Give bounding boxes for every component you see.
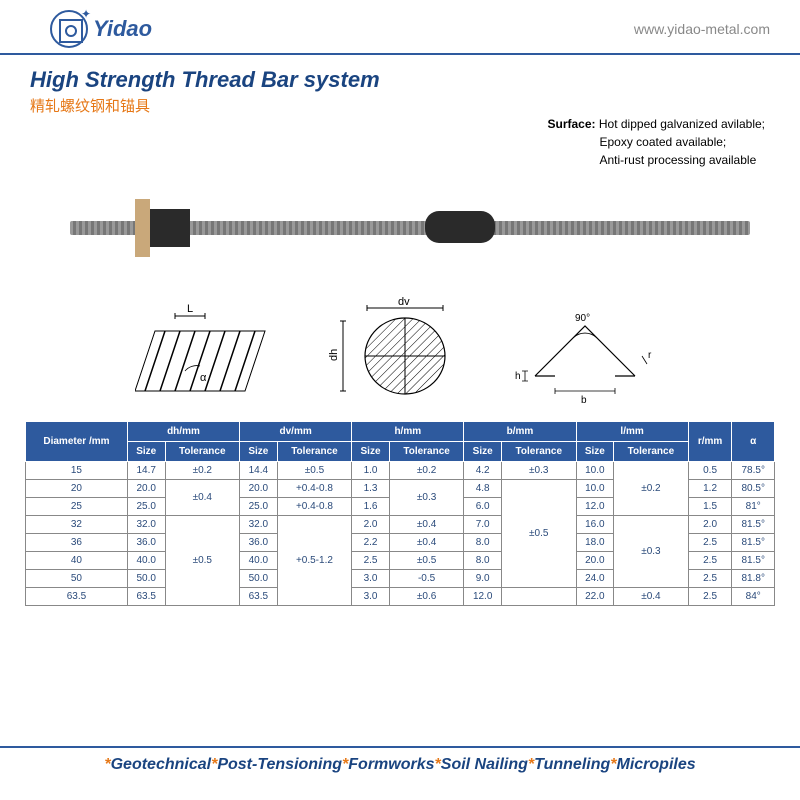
- th-h: h/mm: [352, 422, 464, 442]
- footer-item: Formworks: [348, 756, 434, 773]
- table-row: 15 14.7±0.2 14.4±0.5 1.0±0.2 4.2±0.3 10.…: [26, 462, 775, 480]
- th-r: r/mm: [688, 422, 732, 462]
- th-alpha: α: [732, 422, 775, 462]
- svg-text:90°: 90°: [575, 313, 590, 324]
- title-chinese: 精轧螺纹钢和锚具: [30, 95, 770, 116]
- svg-text:dv: dv: [398, 296, 410, 308]
- th-sub: Size: [464, 442, 502, 462]
- th-sub: Size: [576, 442, 614, 462]
- th-sub: Tolerance: [165, 442, 240, 462]
- th-sub: Tolerance: [501, 442, 576, 462]
- footer: *Geotechnical*Post-Tensioning*Formworks*…: [0, 746, 800, 782]
- footer-item: Soil Nailing: [441, 756, 528, 773]
- surface-line-0: Hot dipped galvanized avilable;: [599, 117, 765, 131]
- footer-item: Micropiles: [617, 756, 696, 773]
- th-sub: Size: [127, 442, 165, 462]
- anchor-plate: [135, 199, 150, 257]
- angle-diagram: 90° r h b: [515, 296, 665, 406]
- anchor-nut: [150, 209, 190, 247]
- table-row: 63.5 63.5 63.5 3.0±0.6 12.0 22.0±0.4 2.5…: [26, 588, 775, 606]
- th-sub: Tolerance: [389, 442, 464, 462]
- logo: ✦ Yidao: [50, 10, 152, 48]
- th-dh: dh/mm: [127, 422, 239, 442]
- footer-item: Post-Tensioning: [217, 756, 342, 773]
- coupler: [425, 211, 495, 243]
- header: ✦ Yidao www.yidao-metal.com: [0, 0, 800, 55]
- svg-text:b: b: [581, 395, 587, 406]
- product-image: [40, 181, 760, 281]
- table-row: 32 32.0±0.5 32.0+0.5-1.2 2.0±0.4 7.0 16.…: [26, 516, 775, 534]
- surface-info: Surface: Hot dipped galvanized avilable;…: [548, 115, 766, 169]
- website-url: www.yidao-metal.com: [634, 21, 770, 37]
- footer-item: Tunneling: [534, 756, 610, 773]
- footer-item: Geotechnical: [111, 756, 211, 773]
- surface-label: Surface:: [548, 117, 596, 131]
- sparkle-icon: ✦: [81, 7, 91, 21]
- th-sub: Size: [240, 442, 278, 462]
- th-dv: dv/mm: [240, 422, 352, 442]
- svg-text:L: L: [187, 303, 193, 315]
- svg-text:dh: dh: [328, 349, 340, 361]
- th-b: b/mm: [464, 422, 576, 442]
- title-english: High Strength Thread Bar system: [30, 67, 770, 93]
- table-body: 15 14.7±0.2 14.4±0.5 1.0±0.2 4.2±0.3 10.…: [26, 462, 775, 606]
- cross-section-diagram: dv dh: [325, 296, 475, 406]
- th-sub: Tolerance: [614, 442, 689, 462]
- svg-text:r: r: [648, 350, 652, 361]
- svg-text:h: h: [515, 371, 521, 382]
- title-section: High Strength Thread Bar system 精轧螺纹钢和锚具: [0, 55, 800, 121]
- svg-text:α: α: [200, 372, 207, 384]
- thread-diagram: L α: [135, 296, 285, 406]
- logo-text: Yidao: [93, 16, 152, 42]
- th-sub: Tolerance: [277, 442, 352, 462]
- spec-table: Diameter /mm dh/mm dv/mm h/mm b/mm l/mm …: [25, 421, 775, 606]
- spec-table-container: Diameter /mm dh/mm dv/mm h/mm b/mm l/mm …: [0, 421, 800, 606]
- technical-diagrams: L α dv dh 90° r h b: [0, 296, 800, 406]
- surface-line-1: Epoxy coated available;: [548, 133, 766, 151]
- logo-icon: ✦: [50, 10, 88, 48]
- th-diameter: Diameter /mm: [26, 422, 128, 462]
- th-sub: Size: [352, 442, 390, 462]
- surface-line-2: Anti-rust processing available: [548, 151, 766, 169]
- th-l: l/mm: [576, 422, 688, 442]
